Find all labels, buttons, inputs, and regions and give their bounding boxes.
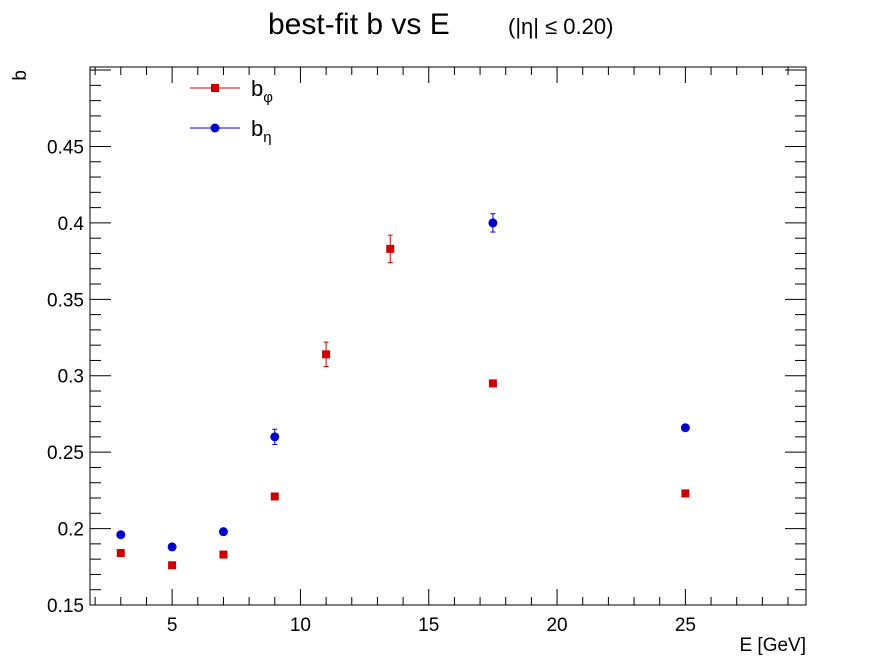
y-tick-label: 0.45 xyxy=(47,137,84,158)
data-point-square xyxy=(488,379,497,388)
data-point-square xyxy=(681,489,690,498)
y-tick-label: 0.4 xyxy=(58,214,85,235)
chart-title-condition: (|η| ≤ 0.20) xyxy=(508,14,613,39)
y-tick-label: 0.25 xyxy=(47,443,84,464)
legend-label-b-eta: bη xyxy=(251,116,272,146)
legend: bφ bη xyxy=(190,76,273,146)
chart-title: best-fit b vs E xyxy=(268,8,450,41)
y-axis-label: b xyxy=(10,70,31,81)
data-point-circle xyxy=(488,218,498,228)
x-axis: 5 10 15 20 25 xyxy=(94,67,789,636)
data-series xyxy=(116,213,690,570)
data-point-circle xyxy=(218,527,228,537)
legend-label-b-phi: bφ xyxy=(251,76,273,106)
plot-frame xyxy=(89,66,807,606)
x-tick-label: 25 xyxy=(675,615,696,636)
data-point-circle xyxy=(270,432,280,442)
data-point-circle xyxy=(116,530,126,540)
legend-marker-circle xyxy=(210,123,220,133)
legend-label-b-eta-sub: η xyxy=(263,129,271,146)
data-point-square xyxy=(322,350,331,359)
data-point-square xyxy=(219,550,228,559)
legend-label-b-eta-main: b xyxy=(251,116,263,141)
x-tick-label: 15 xyxy=(418,615,439,636)
y-tick-label: 0.3 xyxy=(58,367,84,388)
legend-entry-b-phi: bφ xyxy=(190,76,273,106)
x-tick-label: 5 xyxy=(167,615,178,636)
y-tick-label: 0.15 xyxy=(47,596,84,617)
data-point-square xyxy=(116,549,125,558)
legend-entry-b-eta: bη xyxy=(190,116,272,146)
data-point-square xyxy=(168,561,177,570)
data-point-circle xyxy=(680,423,690,433)
y-axis: 0.15 0.2 0.25 0.3 0.35 0.4 0.45 xyxy=(47,69,806,617)
series-b-phi xyxy=(116,234,690,570)
x-tick-label: 20 xyxy=(546,615,567,636)
x-tick-label: 10 xyxy=(290,615,311,636)
legend-marker-square xyxy=(211,84,219,92)
y-tick-label: 0.35 xyxy=(47,290,84,311)
legend-label-b-phi-main: b xyxy=(251,76,263,101)
legend-label-b-phi-sub: φ xyxy=(263,89,273,106)
series-b-eta xyxy=(116,213,690,552)
y-tick-label: 0.2 xyxy=(58,520,84,541)
data-point-square xyxy=(270,492,279,501)
data-point-square xyxy=(386,244,395,253)
data-point-circle xyxy=(167,542,177,552)
x-axis-label: E [GeV] xyxy=(739,635,806,656)
